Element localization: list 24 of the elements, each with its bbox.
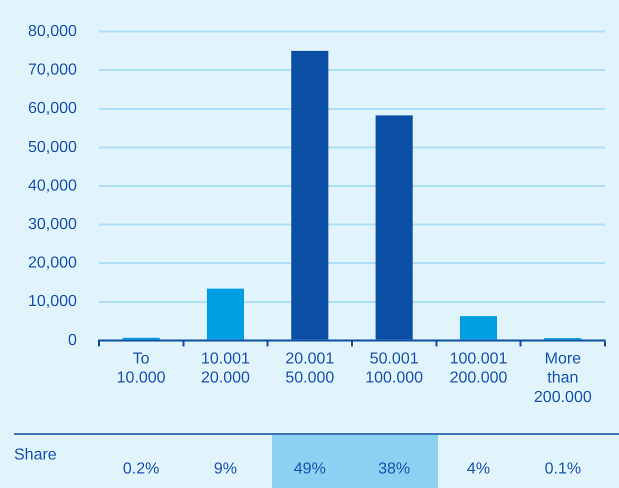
text: 4% [466, 460, 490, 478]
x-tick-label: 100.001 200.000 [450, 350, 508, 387]
bar [460, 316, 498, 340]
y-tick-label: 0 [68, 332, 78, 349]
y-tick-label: 80,000 [28, 23, 78, 40]
y-tick-label: 70,000 [28, 62, 78, 79]
text: 49% [294, 460, 326, 478]
text: 9% [214, 460, 238, 478]
x-tick-label: 10.001 20.000 [200, 350, 250, 387]
text: Share [14, 446, 57, 464]
x-tick-label: 50.001 100.000 [365, 350, 424, 387]
text: 0.1% [544, 460, 582, 478]
y-tick-label: 20,000 [28, 254, 78, 272]
x-tick-label: 20.001 50.000 [285, 350, 334, 387]
text: 0.2% [122, 460, 160, 478]
text: 38% [378, 460, 410, 478]
y-tick-label: 60,000 [28, 100, 78, 118]
y-tick-label: 50,000 [28, 138, 78, 156]
bar [206, 288, 244, 340]
y-tick-label: 10,000 [28, 293, 78, 310]
x-tick-label: More than 200.000 [534, 350, 592, 406]
y-tick-label: 40,000 [28, 177, 78, 194]
x-tick-label: To 10.000 [116, 350, 166, 387]
y-tick-label: 30,000 [28, 216, 78, 234]
